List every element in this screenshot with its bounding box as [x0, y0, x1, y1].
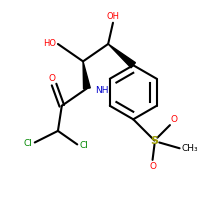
Text: OH: OH	[106, 12, 119, 21]
Text: O: O	[49, 74, 56, 83]
Text: NH: NH	[95, 86, 108, 95]
Text: S: S	[150, 136, 158, 146]
Text: Cl: Cl	[79, 141, 88, 150]
Text: O: O	[149, 162, 156, 171]
Text: Cl: Cl	[24, 139, 33, 148]
Text: CH₃: CH₃	[182, 144, 198, 153]
Polygon shape	[83, 61, 90, 89]
Text: HO: HO	[43, 39, 56, 48]
Text: O: O	[171, 115, 178, 124]
Polygon shape	[108, 44, 135, 68]
